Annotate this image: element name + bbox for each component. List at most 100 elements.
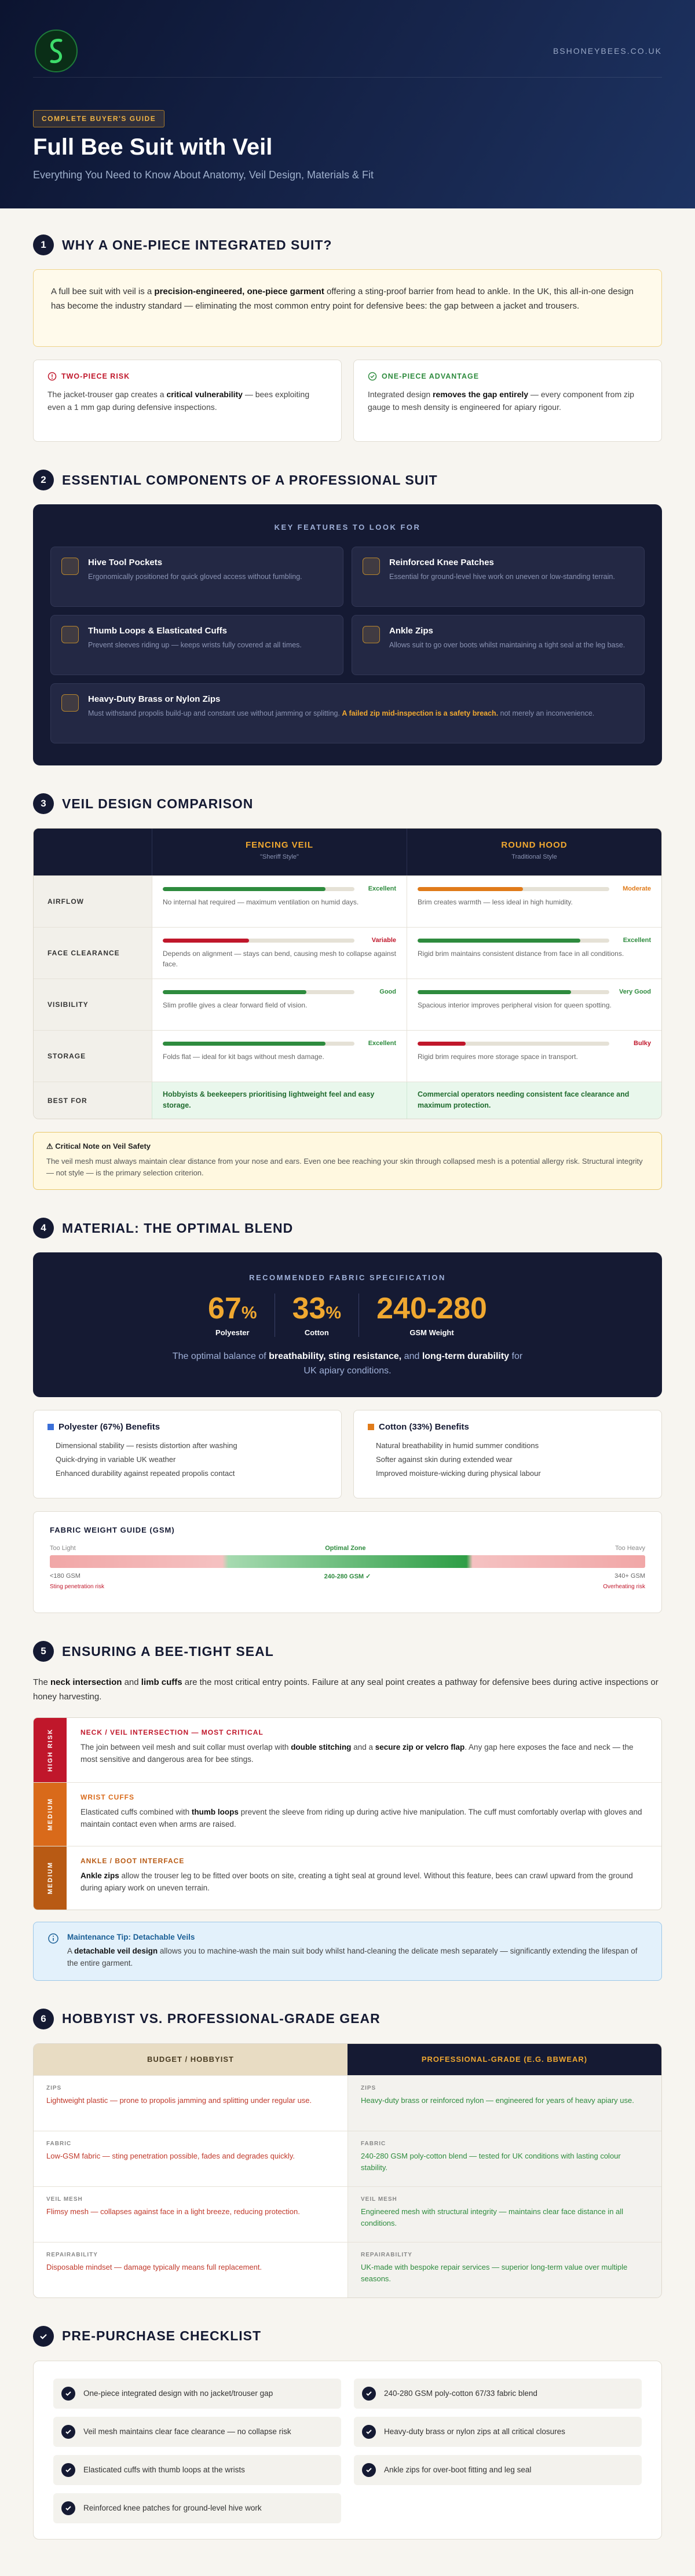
table-row: FACE CLEARANCE Variable Depends on alignme…	[34, 927, 661, 979]
feature-title: Thumb Loops & Elasticated Cuffs	[88, 626, 228, 636]
row-label: AIRFLOW	[34, 876, 152, 927]
cell-text: Low-GSM fabric — sting penetration possi…	[46, 2151, 295, 2160]
intro: The neck intersection and limb cuffs are…	[33, 1676, 662, 1705]
feature-body: Thumb Loops & Elasticated Cuffs Prevent s…	[88, 626, 302, 664]
cell-text: Disposable mindset — damage typically me…	[46, 2262, 262, 2271]
badge: COMPLETE BUYER'S GUIDE	[33, 110, 165, 127]
stat: 240-280 GSM Weight	[359, 1294, 504, 1337]
section-title: PRE-PURCHASE CHECKLIST	[62, 2328, 262, 2343]
risk-strip: MEDIUM	[34, 1782, 67, 1846]
column-title: PROFESSIONAL-GRADE (E.G. BBWEAR)	[348, 2043, 661, 2075]
cell-label: REPAIRABILITY	[361, 2251, 412, 2258]
benefit-card: Cotton (33%) Benefits Natural breathabili…	[353, 1410, 662, 1498]
best-for-cell: Hobbyists & beekeepers prioritising ligh…	[152, 1082, 407, 1119]
divider	[33, 77, 662, 78]
section-heading: 2 ESSENTIAL COMPONENTS OF A PROFESSIONAL …	[33, 470, 662, 490]
tip-text: A detachable veil design allows you to m…	[67, 1945, 648, 1970]
table-cell: Excellent No internal hat required — maxi…	[152, 876, 407, 927]
table-cell: Bulky Rigid brim requires more storage sp…	[407, 1031, 661, 1082]
text-run: . Any gap here exposes the face and neck…	[81, 1742, 634, 1764]
section-title: WHY A ONE-PIECE INTEGRATED SUIT?	[62, 237, 332, 252]
rating-track	[163, 938, 354, 943]
cell-label: ZIPS	[46, 2084, 62, 2091]
cell-text: Depends on alignment — stays can bend, c…	[163, 950, 396, 968]
cell-text: 240-280 GSM poly-cotton blend — tested f…	[361, 2151, 621, 2172]
table-cell: Excellent Rigid brim maintains consistent…	[407, 928, 661, 979]
checklist-item: 240-280 GSM poly-cotton 67/33 fabric ble…	[354, 2378, 642, 2409]
seal-text: The join between veil mesh and suit coll…	[81, 1741, 648, 1766]
card: TWO-PIECE RISK The jacket-trouser gap cr…	[33, 360, 342, 442]
rating-bar	[418, 938, 581, 943]
bold-run: critical vulnerability	[166, 390, 243, 399]
card: ONE-PIECE ADVANTAGE Integrated design re…	[353, 360, 662, 442]
title: Full Bee Suit with Veil	[33, 134, 273, 160]
table-cell: Variable Depends on alignment — stays can…	[152, 928, 407, 979]
label: Too Heavy	[615, 1545, 645, 1552]
rating-label: Very Good	[619, 988, 651, 995]
feature-title: Ankle Zips	[389, 626, 433, 636]
seal-item: MEDIUM ANKLE / BOOT INTERFACE Ankle zips a…	[34, 1845, 661, 1910]
cell-text: Spacious interior improves peripheral vi…	[418, 1001, 612, 1009]
benefit-title: Polyester (67%) Benefits	[58, 1422, 160, 1432]
section-number: 4	[33, 1218, 54, 1238]
gsm-bar	[50, 1555, 645, 1568]
label: <180 GSM	[50, 1573, 81, 1580]
text-run: A full bee suit with veil is a	[51, 287, 155, 296]
section-heading: 3 VEIL DESIGN COMPARISON	[33, 793, 662, 814]
note-header: ⚠ Critical Note on Veil Safety	[46, 1142, 151, 1150]
main: 1 WHY A ONE-PIECE INTEGRATED SUIT? A full…	[0, 234, 695, 2540]
card-text: Integrated design removes the gap entire…	[368, 388, 648, 414]
text-run: allows you to machine-wash the main suit…	[67, 1946, 638, 1968]
features-box: KEY FEATURES TO LOOK FOR Hive Tool Pocke…	[33, 504, 662, 765]
column-subtitle: Traditional Style	[511, 853, 557, 860]
section-heading: 6 HOBBYIST VS. PROFESSIONAL-GRADE GEAR	[33, 2008, 662, 2029]
critical-note: ⚠ Critical Note on Veil Safety The veil …	[33, 1132, 662, 1190]
feature-title: Reinforced Knee Patches	[389, 558, 494, 567]
section-number: 1	[33, 234, 54, 255]
seal-body: ANKLE / BOOT INTERFACE Ankle zips allow t…	[67, 1846, 661, 1910]
label: 240-280 GSM ✓	[324, 1573, 371, 1580]
rating: Excellent	[418, 937, 651, 944]
text-run: Integrated design	[368, 390, 433, 399]
note-title: Critical Note on Veil Safety	[55, 1142, 151, 1150]
text-run: Must withstand propolis build-up and con…	[88, 709, 342, 717]
icon	[47, 372, 57, 381]
text-run: The jacket-trouser gap creates a	[47, 390, 167, 399]
icon	[48, 1933, 58, 1944]
checklist-text: Veil mesh maintains clear face clearance…	[83, 2427, 291, 2436]
checklist-text: Reinforced knee patches for ground-level…	[83, 2504, 262, 2512]
feature-icon	[363, 626, 380, 643]
stat: 33% Cotton	[274, 1294, 359, 1337]
rating-bar	[163, 886, 326, 891]
risk-level: MEDIUM	[46, 1797, 54, 1831]
seal-body: WRIST CUFFS Elasticated cuffs combined wi…	[67, 1783, 661, 1846]
table-cell: REPAIRABILITY UK-made with bespoke repair…	[348, 2242, 661, 2297]
column-title: ROUND HOOD	[501, 840, 568, 850]
cell-text: Flimsy mesh — collapses against face in …	[46, 2207, 300, 2216]
feature-title: Heavy-Duty Brass or Nylon Zips	[88, 694, 221, 704]
checklist-item: Reinforced knee patches for ground-level…	[53, 2493, 341, 2523]
section-heading: 5 ENSURING A BEE-TIGHT SEAL	[33, 1641, 662, 1662]
spec-box: RECOMMENDED FABRIC SPECIFICATION 67% Poly…	[33, 1252, 662, 1397]
features-grid: Hive Tool Pockets Ergonomically positione…	[50, 547, 645, 743]
bold-run: Ankle zips	[81, 1871, 119, 1880]
cell-label: VEIL MESH	[46, 2196, 83, 2203]
table-cell: VEIL MESH Engineered mesh with structural…	[348, 2186, 661, 2242]
box-title: RECOMMENDED FABRIC SPECIFICATION	[249, 1273, 446, 1282]
section-number: 3	[33, 793, 54, 814]
benefit-title: Cotton (33%) Benefits	[379, 1422, 469, 1432]
card-title: TWO-PIECE RISK	[61, 372, 130, 380]
section-title: VEIL DESIGN COMPARISON	[62, 796, 254, 811]
benefit-header: Polyester (67%) Benefits	[47, 1422, 327, 1432]
table-header: FENCING VEIL "Sheriff Style" ROUND HOOD Tr…	[34, 829, 661, 875]
bold-run: detachable veil design	[74, 1946, 158, 1955]
stat-label: GSM Weight	[409, 1328, 454, 1337]
seal-item: HIGH RISK NECK / VEIL INTERSECTION — MOST…	[34, 1717, 661, 1782]
text-run: Elasticated cuffs combined with	[81, 1807, 192, 1816]
text-run: prevent the sleeve from riding up during…	[81, 1807, 642, 1829]
cards: TWO-PIECE RISK The jacket-trouser gap cr…	[33, 360, 662, 442]
bold-run: A failed zip mid-inspection is a safety …	[342, 709, 499, 717]
rating-track	[418, 1041, 609, 1046]
intro: A full bee suit with veil is a precision…	[33, 269, 662, 347]
card-text: The jacket-trouser gap creates a critica…	[47, 388, 327, 414]
